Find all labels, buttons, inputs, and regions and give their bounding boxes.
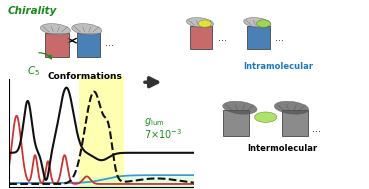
Ellipse shape [256,20,270,27]
Text: ...: ... [105,39,114,48]
Text: Conformations: Conformations [48,72,123,81]
Ellipse shape [199,20,211,27]
Ellipse shape [255,112,277,122]
Ellipse shape [40,24,70,35]
Text: Intramolecular: Intramolecular [244,62,314,71]
Text: $\mathit{g}_\mathrm{lum}$: $\mathit{g}_\mathrm{lum}$ [144,116,164,128]
Text: $\mathit{C}_5$: $\mathit{C}_5$ [27,64,40,78]
Ellipse shape [186,18,214,28]
Text: ...: ... [312,124,321,133]
FancyBboxPatch shape [247,26,269,49]
Ellipse shape [72,24,102,35]
Text: ...: ... [218,33,227,43]
Ellipse shape [275,101,308,114]
Ellipse shape [223,101,257,114]
FancyBboxPatch shape [77,33,100,57]
Bar [79,76,124,189]
Text: $7{\times}10^{-3}$: $7{\times}10^{-3}$ [144,127,182,141]
Text: Chirality: Chirality [7,6,57,16]
FancyBboxPatch shape [190,26,213,49]
FancyBboxPatch shape [282,110,308,136]
FancyBboxPatch shape [45,33,69,57]
Text: ...: ... [275,33,284,43]
Ellipse shape [244,18,271,28]
Bar [79,177,194,189]
Text: Intermolecular: Intermolecular [247,144,317,153]
FancyArrowPatch shape [39,53,51,59]
FancyBboxPatch shape [223,110,249,136]
